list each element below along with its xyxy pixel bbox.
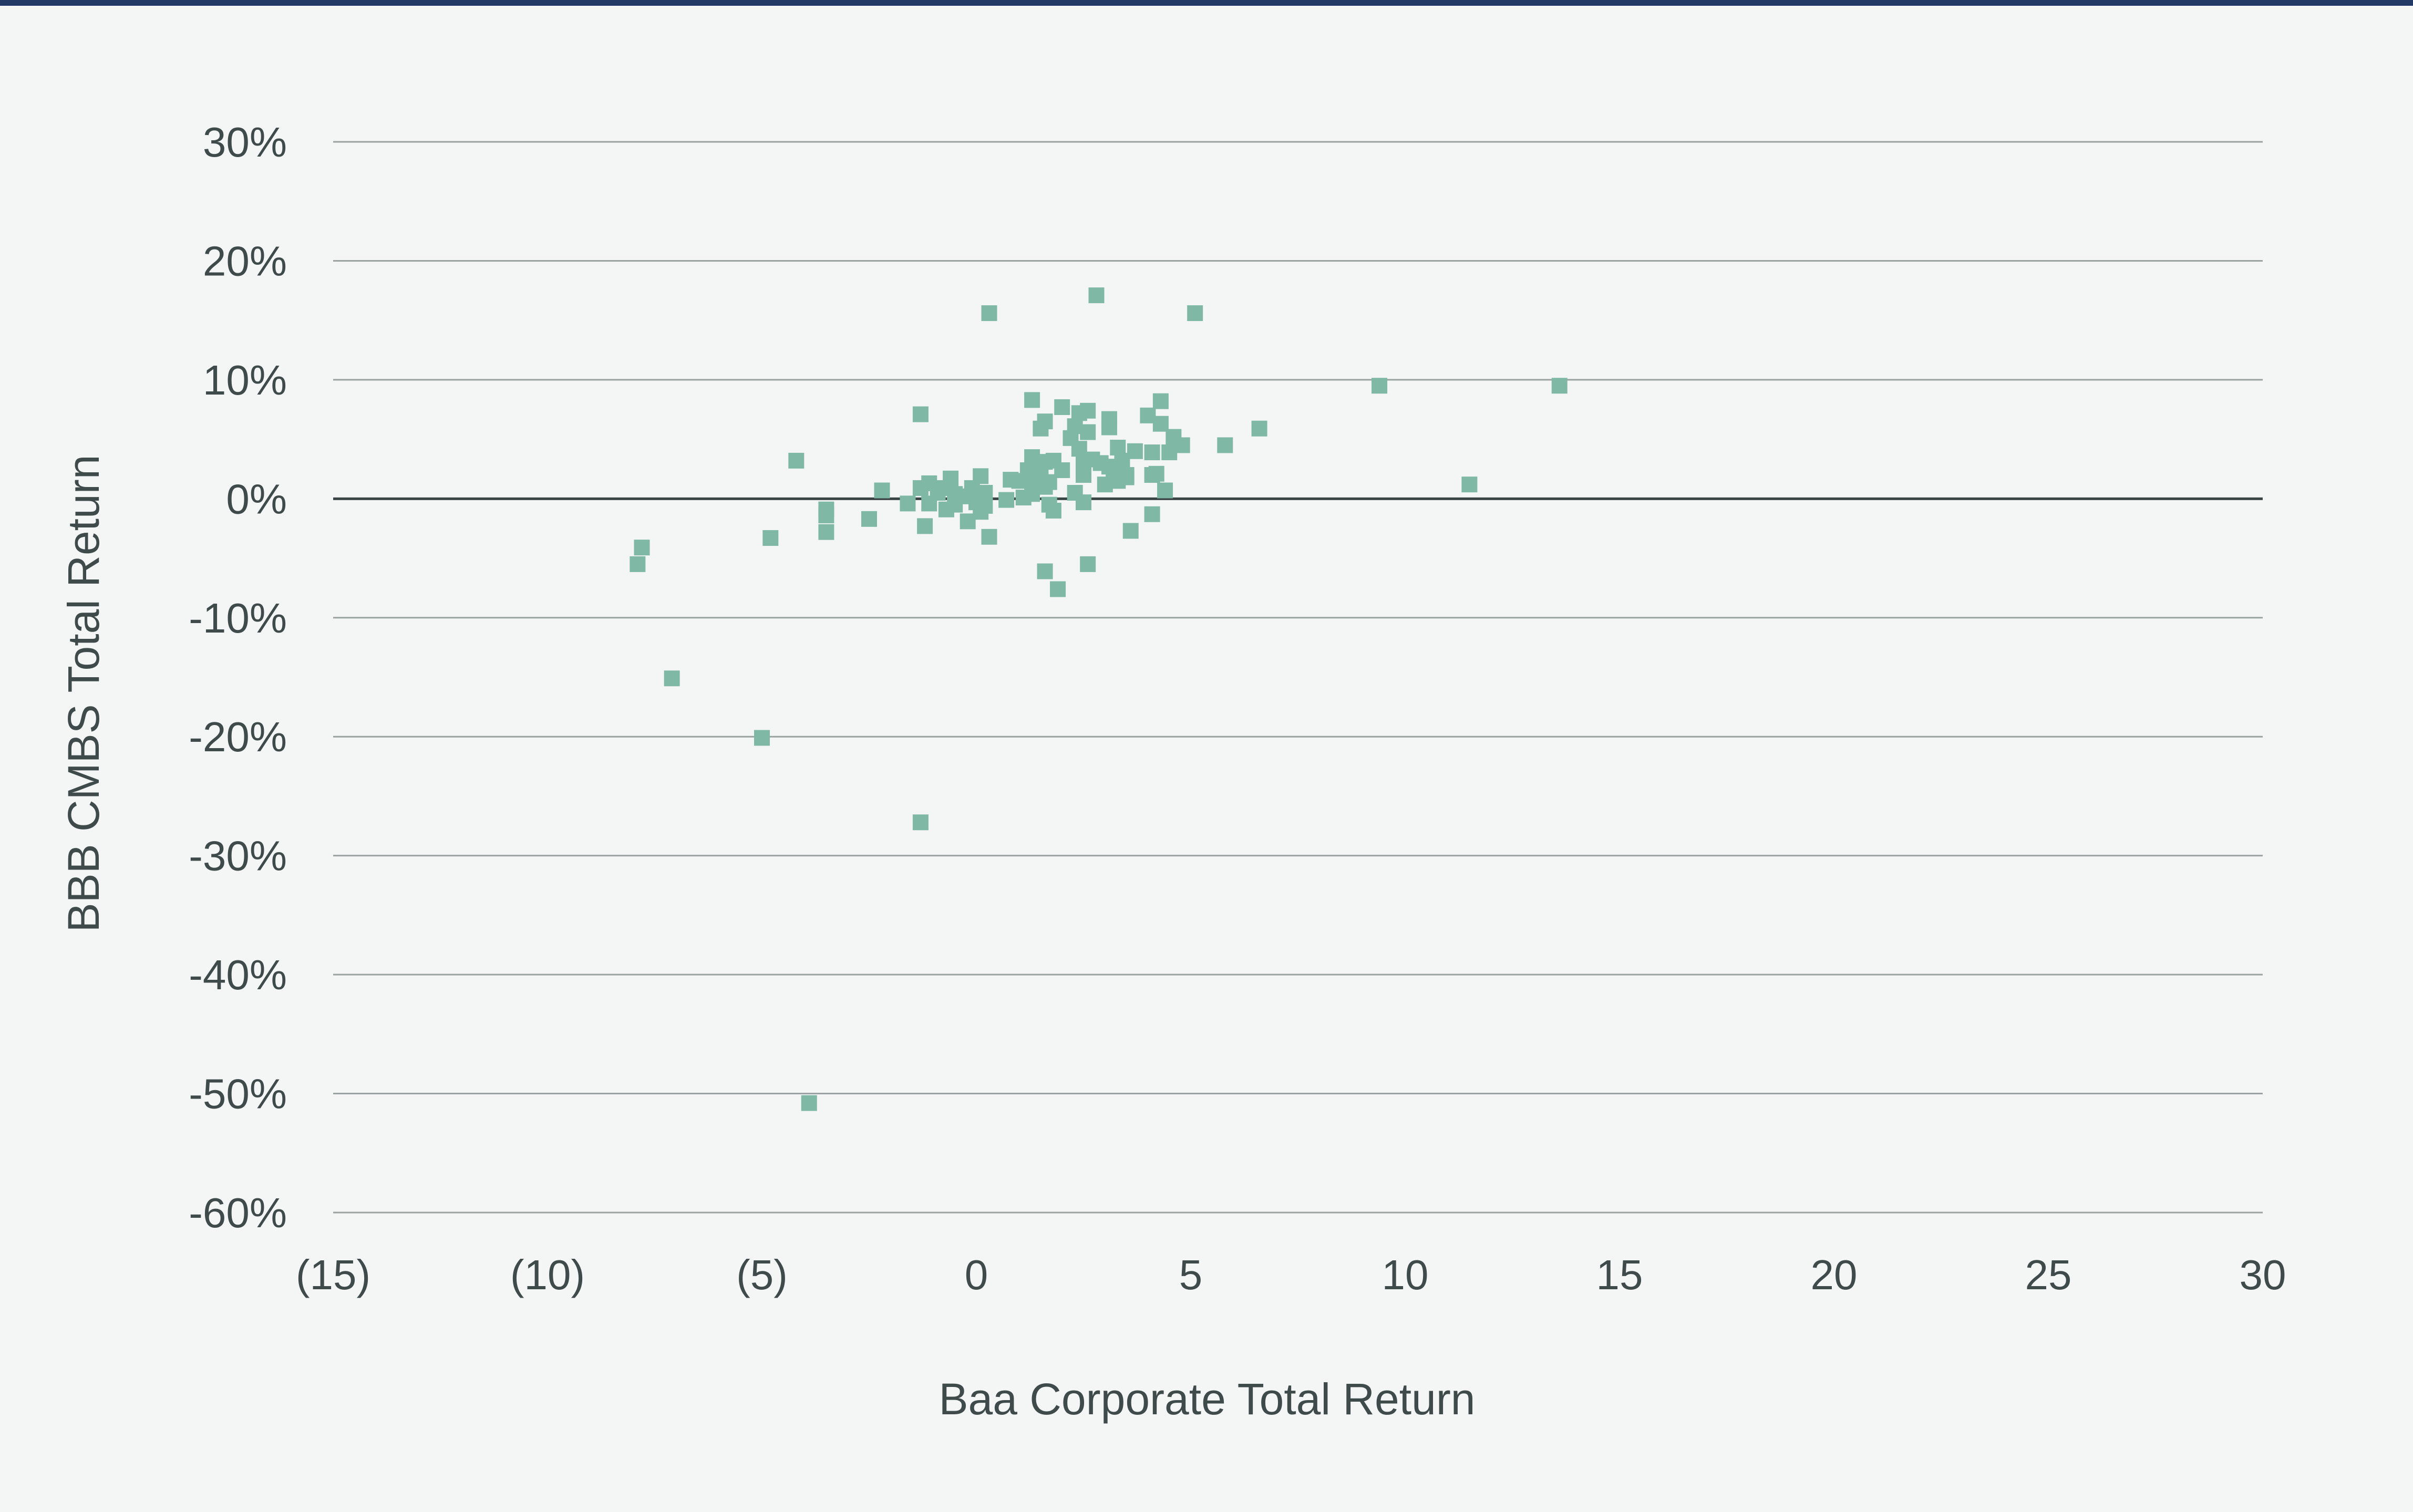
- x-tick-label: (15): [296, 1251, 370, 1298]
- data-point: [1127, 443, 1143, 459]
- data-point: [874, 482, 890, 499]
- data-point: [762, 530, 779, 546]
- x-tick-label: (10): [510, 1251, 585, 1298]
- data-point: [943, 470, 959, 486]
- x-tick-label: 15: [1596, 1251, 1643, 1298]
- y-tick-label: 0%: [226, 475, 287, 522]
- x-axis-ticks: (15) (10) (5) 0 5 10 15 20 25 30: [296, 1251, 2286, 1298]
- data-point: [1118, 469, 1135, 485]
- data-point: [981, 529, 997, 545]
- data-point: [1080, 424, 1096, 440]
- data-point: [900, 495, 916, 512]
- data-point: [1080, 556, 1096, 572]
- data-points: [630, 287, 1568, 1111]
- data-point: [1217, 437, 1233, 453]
- y-tick-label: 10%: [203, 357, 287, 403]
- data-point: [634, 540, 650, 556]
- data-point: [1144, 444, 1160, 461]
- y-tick-label: -60%: [189, 1189, 287, 1236]
- data-point: [977, 498, 993, 514]
- data-point: [754, 730, 770, 746]
- data-point: [1551, 378, 1568, 394]
- x-tick-label: 0: [965, 1251, 988, 1298]
- data-point: [981, 305, 997, 322]
- x-tick-label: 20: [1811, 1251, 1858, 1298]
- y-tick-label: 30%: [203, 119, 287, 165]
- data-point: [1080, 402, 1096, 419]
- data-point: [912, 406, 929, 422]
- data-point: [1054, 399, 1070, 415]
- data-point: [1076, 467, 1091, 483]
- y-tick-label: -20%: [189, 713, 287, 760]
- y-tick-label: -30%: [189, 833, 287, 879]
- data-point: [1050, 581, 1066, 597]
- y-axis-ticks: 30% 20% 10% 0% -10% -20% -30% -40% -50% -60%: [189, 119, 287, 1236]
- data-point: [1088, 287, 1105, 304]
- y-axis-title: BBB CMBS Total Return: [59, 455, 108, 933]
- data-point: [998, 492, 1015, 508]
- data-point: [1372, 378, 1388, 394]
- data-point: [1101, 419, 1117, 436]
- x-tick-label: 5: [1179, 1251, 1203, 1298]
- data-point: [1148, 465, 1164, 482]
- data-point: [801, 1095, 817, 1111]
- data-point: [1144, 506, 1160, 522]
- data-point: [1045, 502, 1061, 519]
- data-point: [1461, 477, 1478, 493]
- x-tick-label: 10: [1382, 1251, 1429, 1298]
- data-point: [818, 524, 834, 540]
- top-rule: [0, 0, 2413, 6]
- data-point: [1054, 462, 1070, 478]
- x-axis-title: Baa Corporate Total Return: [939, 1374, 1475, 1424]
- data-point: [1037, 563, 1053, 579]
- data-point: [1187, 305, 1203, 322]
- y-tick-label: 20%: [203, 237, 287, 284]
- x-tick-label: (5): [736, 1251, 788, 1298]
- data-point: [1076, 494, 1091, 511]
- data-point: [917, 518, 933, 534]
- data-point: [788, 452, 805, 469]
- data-point: [664, 670, 680, 687]
- y-tick-label: -40%: [189, 951, 287, 998]
- data-point: [1157, 482, 1173, 499]
- data-point: [1037, 413, 1053, 430]
- data-point: [1024, 392, 1040, 408]
- data-point: [1122, 523, 1139, 539]
- data-point: [818, 508, 834, 524]
- data-point: [912, 814, 929, 831]
- y-tick-label: -10%: [189, 595, 287, 641]
- gridlines: [333, 141, 2263, 1214]
- data-point: [861, 511, 877, 527]
- data-point: [1251, 420, 1267, 437]
- data-point: [973, 468, 989, 484]
- y-tick-label: -50%: [189, 1071, 287, 1117]
- x-tick-label: 30: [2240, 1251, 2286, 1298]
- data-point: [630, 556, 646, 572]
- data-point: [1174, 437, 1190, 453]
- x-tick-label: 25: [2025, 1251, 2072, 1298]
- data-point: [1152, 393, 1169, 409]
